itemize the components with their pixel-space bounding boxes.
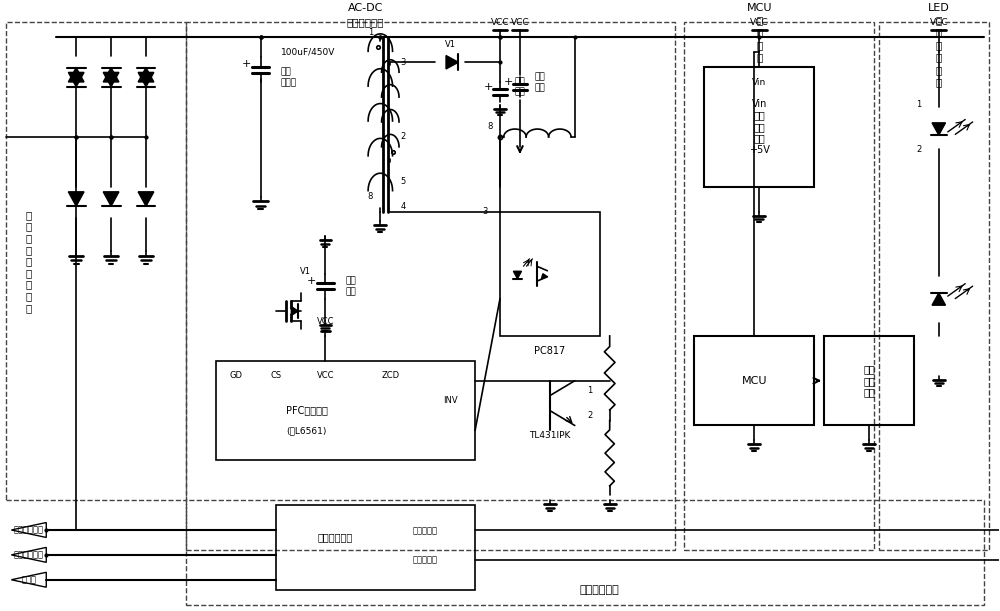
Text: 光耦隔离电阻: 光耦隔离电阻 [318, 532, 353, 543]
Text: 示: 示 [936, 53, 942, 62]
Text: PC817: PC817 [534, 346, 565, 356]
Text: V1: V1 [300, 267, 311, 276]
Text: 滤波
电容: 滤波 电容 [515, 78, 526, 97]
Text: +: + [242, 59, 252, 69]
Text: 红采样信号: 红采样信号 [413, 526, 438, 535]
Text: 8: 8 [487, 122, 493, 131]
Text: VCC: VCC [491, 18, 509, 27]
Text: 公共端: 公共端 [21, 575, 36, 584]
Polygon shape [138, 68, 154, 82]
Text: VCC: VCC [317, 371, 334, 380]
Text: 100uF/450V: 100uF/450V [281, 48, 335, 57]
Polygon shape [11, 573, 46, 587]
Text: Vin: Vin [752, 78, 766, 87]
Bar [216, 361, 475, 460]
Polygon shape [513, 271, 521, 279]
Bar [6, 23, 186, 500]
Text: VCC: VCC [317, 316, 334, 326]
Text: (如L6561): (如L6561) [286, 426, 327, 435]
Polygon shape [103, 192, 119, 206]
Polygon shape [103, 72, 119, 87]
Text: VCC: VCC [511, 18, 529, 27]
Text: MCU: MCU [747, 2, 772, 12]
Text: 电: 电 [756, 40, 762, 50]
Bar [879, 23, 989, 550]
Text: LED: LED [928, 2, 950, 12]
Text: 阵: 阵 [936, 27, 942, 37]
Text: ZCD: ZCD [381, 371, 399, 380]
Text: +: + [307, 276, 316, 286]
Bar [684, 23, 874, 550]
Text: 开关电源电路: 开关电源电路 [347, 18, 384, 27]
Text: 控: 控 [756, 15, 762, 25]
Text: MCU: MCU [742, 376, 767, 386]
Text: VCC: VCC [929, 18, 948, 27]
Text: +: + [504, 76, 513, 87]
Text: 3: 3 [482, 207, 488, 216]
Polygon shape [11, 522, 46, 538]
Text: 红信号灯电源: 红信号灯电源 [14, 525, 44, 535]
Text: INV: INV [443, 396, 457, 405]
Text: 1: 1 [916, 100, 921, 109]
Text: 块: 块 [936, 77, 942, 87]
Bar [186, 500, 984, 605]
Polygon shape [446, 56, 458, 69]
Text: 制: 制 [756, 27, 762, 37]
Text: VCC: VCC [750, 18, 769, 27]
Polygon shape [103, 68, 119, 82]
Bar [500, 211, 600, 336]
Text: 隔离采样电路: 隔离采样电路 [580, 585, 620, 595]
Bar [704, 67, 814, 186]
Polygon shape [11, 547, 46, 562]
Bar [824, 336, 914, 425]
Polygon shape [932, 123, 946, 135]
Text: 滤波
电容: 滤波 电容 [345, 276, 356, 296]
Polygon shape [932, 293, 946, 306]
Text: 信
号
灯
取
电
整
流
电
路: 信 号 灯 取 电 整 流 电 路 [26, 210, 32, 313]
Bar [186, 23, 675, 550]
Text: 绿信号灯电源: 绿信号灯电源 [14, 551, 44, 560]
Text: CS: CS [270, 371, 281, 380]
Text: 1: 1 [368, 28, 373, 37]
Text: 2: 2 [587, 411, 592, 420]
Polygon shape [291, 307, 298, 315]
Polygon shape [68, 192, 84, 206]
Polygon shape [68, 68, 84, 82]
Text: 矩: 矩 [936, 15, 942, 25]
Text: 4: 4 [400, 202, 405, 211]
Text: 绿采样信号: 绿采样信号 [413, 555, 438, 565]
Text: 模: 模 [936, 65, 942, 75]
Text: 2: 2 [916, 145, 921, 154]
Text: 3: 3 [400, 58, 405, 67]
Text: V1: V1 [445, 40, 456, 49]
Text: +: + [484, 82, 493, 92]
Polygon shape [541, 274, 547, 279]
Text: 滤波
电容: 滤波 电容 [535, 73, 546, 92]
Text: 显: 显 [936, 40, 942, 50]
Text: 8: 8 [368, 192, 373, 201]
Text: PFC电源芯片: PFC电源芯片 [286, 406, 327, 415]
Text: 1: 1 [587, 386, 592, 395]
Text: AC-DC: AC-DC [348, 2, 383, 12]
Text: Vin
线性
降压
模块
+5V: Vin 线性 降压 模块 +5V [749, 99, 770, 155]
Text: 路: 路 [756, 53, 762, 62]
Text: 储能
大电容: 储能 大电容 [281, 67, 297, 87]
Text: GD: GD [229, 371, 242, 380]
Text: TL431IPK: TL431IPK [529, 431, 571, 440]
Polygon shape [138, 72, 154, 87]
Text: 5: 5 [400, 177, 405, 186]
Text: 恒流
驱动
模块: 恒流 驱动 模块 [863, 364, 875, 397]
Bar [276, 505, 475, 590]
Polygon shape [138, 192, 154, 206]
Text: 2: 2 [400, 133, 405, 141]
Polygon shape [68, 72, 84, 87]
Bar [694, 336, 814, 425]
